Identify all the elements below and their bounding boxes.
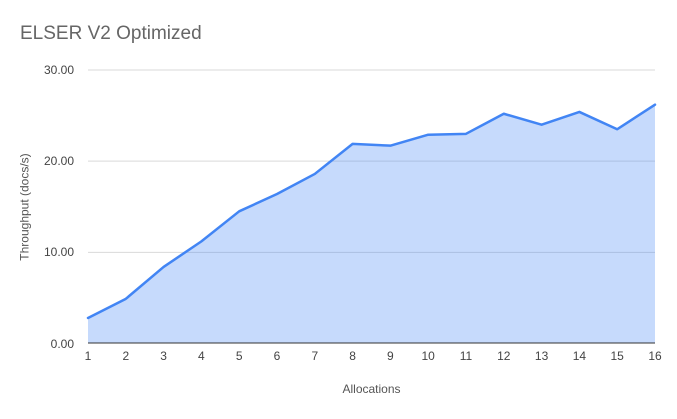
- y-tick-label: 10.00: [43, 245, 74, 260]
- x-tick-label: 13: [534, 349, 549, 363]
- x-tick-label: 7: [311, 349, 319, 363]
- y-axis-title: Throughput (docs/s): [17, 153, 32, 261]
- x-tick-label: 3: [160, 349, 167, 363]
- x-axis-title: Allocations: [342, 382, 401, 396]
- plot-area: [86, 69, 657, 344]
- area-chart-svg: [86, 69, 657, 344]
- x-tick-label: 11: [459, 349, 473, 363]
- x-tick-label: 5: [235, 349, 243, 363]
- x-tick-label: 14: [572, 349, 587, 363]
- x-tick-label: 10: [421, 349, 435, 363]
- y-tick-label: 30.00: [43, 63, 74, 77]
- x-tick-label: 15: [610, 349, 624, 363]
- y-axis: 0.00 10.00 20.00 30.00: [0, 0, 80, 419]
- x-tick-label: 6: [273, 349, 281, 363]
- x-tick-label: 2: [122, 349, 130, 363]
- x-tick-label: 9: [387, 349, 394, 363]
- x-tick-label: 12: [497, 349, 511, 363]
- y-tick-label: 0.00: [50, 336, 74, 351]
- chart-title: ELSER V2 Optimized: [20, 23, 202, 44]
- x-tick-label: 1: [84, 349, 92, 363]
- x-tick-label: 4: [198, 349, 205, 363]
- x-tick-label: 16: [648, 349, 662, 363]
- area-fill: [88, 104, 655, 344]
- series-line: [86, 103, 657, 320]
- y-tick-label: 20.00: [43, 154, 74, 169]
- x-tick-label: 8: [349, 349, 356, 363]
